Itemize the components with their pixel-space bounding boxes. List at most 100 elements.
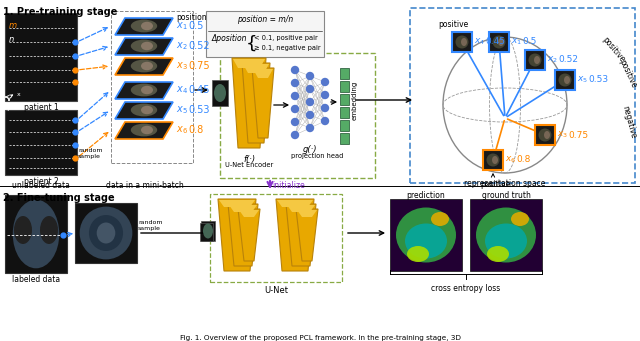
Polygon shape	[115, 102, 173, 119]
Polygon shape	[115, 38, 173, 55]
Ellipse shape	[131, 60, 157, 72]
Ellipse shape	[538, 129, 552, 142]
Text: n: n	[9, 35, 14, 44]
Ellipse shape	[203, 223, 213, 238]
Circle shape	[291, 92, 298, 100]
Polygon shape	[219, 200, 255, 207]
Circle shape	[291, 79, 298, 87]
Text: negative: negative	[620, 105, 637, 140]
Text: random
sample: random sample	[78, 148, 102, 159]
Text: $x_{4}$: $x_{4}$	[474, 37, 485, 47]
Ellipse shape	[492, 156, 498, 164]
Bar	[452, 32, 472, 52]
Polygon shape	[115, 58, 173, 75]
Polygon shape	[276, 199, 314, 271]
Bar	[5, 195, 67, 273]
Text: 2. Fine-tuning stage: 2. Fine-tuning stage	[3, 193, 115, 203]
Text: m: m	[9, 21, 17, 30]
Ellipse shape	[534, 56, 540, 64]
Bar	[75, 203, 137, 263]
Circle shape	[321, 78, 328, 86]
Text: 0.52: 0.52	[558, 56, 578, 64]
Ellipse shape	[141, 106, 153, 114]
Text: $x_{3}$: $x_{3}$	[557, 130, 568, 140]
Text: random
sample: random sample	[138, 220, 163, 231]
Ellipse shape	[214, 84, 226, 102]
Ellipse shape	[486, 153, 499, 166]
Polygon shape	[277, 200, 313, 207]
Polygon shape	[115, 122, 173, 139]
Bar	[212, 80, 228, 106]
Text: x: x	[17, 92, 20, 97]
Text: positive: positive	[438, 20, 468, 29]
Text: prediction: prediction	[406, 191, 445, 200]
Bar	[210, 194, 342, 282]
Text: U-Net Encoder: U-Net Encoder	[225, 162, 273, 168]
Circle shape	[307, 73, 314, 79]
Ellipse shape	[141, 22, 153, 30]
Polygon shape	[233, 59, 265, 68]
Text: cross entropy loss: cross entropy loss	[431, 284, 500, 293]
Text: projection head: projection head	[291, 153, 343, 159]
Circle shape	[291, 119, 298, 125]
Circle shape	[291, 132, 298, 138]
Ellipse shape	[564, 76, 570, 84]
Text: 0.75: 0.75	[568, 131, 588, 139]
Text: representation space: representation space	[464, 179, 546, 188]
Ellipse shape	[498, 38, 504, 46]
Ellipse shape	[405, 223, 447, 258]
Text: Δposition: Δposition	[211, 34, 246, 43]
Ellipse shape	[97, 222, 115, 243]
Bar	[470, 199, 542, 271]
Bar	[5, 110, 77, 175]
Text: $x_{6}$: $x_{6}$	[176, 124, 188, 136]
Text: $x_{4}$: $x_{4}$	[176, 84, 188, 96]
Text: $x_{2}$: $x_{2}$	[176, 40, 188, 52]
Bar	[390, 199, 462, 271]
Ellipse shape	[40, 216, 58, 244]
Ellipse shape	[131, 40, 157, 53]
Ellipse shape	[461, 38, 467, 46]
Polygon shape	[286, 204, 316, 266]
Bar	[535, 125, 555, 145]
Text: ≥ 0.1, negative pair: ≥ 0.1, negative pair	[254, 45, 321, 51]
Bar	[340, 81, 349, 92]
Bar	[340, 120, 349, 131]
Circle shape	[291, 105, 298, 113]
Bar	[410, 8, 635, 183]
Text: y: y	[7, 106, 11, 111]
Circle shape	[321, 118, 328, 124]
Ellipse shape	[493, 35, 506, 48]
Ellipse shape	[396, 208, 456, 263]
Text: < 0.1, positive pair: < 0.1, positive pair	[254, 35, 317, 41]
Text: $x_{1}$: $x_{1}$	[176, 20, 188, 32]
Bar	[340, 133, 349, 144]
Polygon shape	[238, 209, 260, 261]
Ellipse shape	[131, 104, 157, 116]
Text: $x_{6}$: $x_{6}$	[505, 155, 516, 165]
Ellipse shape	[131, 84, 157, 97]
Ellipse shape	[13, 200, 60, 268]
Bar	[555, 70, 575, 90]
Text: positive: positive	[617, 58, 638, 89]
Ellipse shape	[431, 212, 449, 226]
Text: 0.8: 0.8	[188, 125, 204, 135]
Text: 0.53: 0.53	[188, 105, 209, 115]
Polygon shape	[296, 209, 318, 261]
Circle shape	[321, 104, 328, 112]
Text: 0.5: 0.5	[188, 21, 204, 31]
Polygon shape	[243, 64, 269, 73]
Ellipse shape	[559, 74, 572, 87]
Ellipse shape	[141, 62, 153, 70]
Polygon shape	[115, 18, 173, 35]
Ellipse shape	[79, 207, 132, 260]
Polygon shape	[242, 63, 270, 143]
Text: 0.52: 0.52	[188, 41, 210, 51]
Text: positive: positive	[600, 35, 627, 64]
Ellipse shape	[544, 131, 550, 139]
Polygon shape	[252, 68, 274, 138]
Polygon shape	[218, 199, 256, 271]
Text: patient 2: patient 2	[24, 177, 58, 186]
Text: $x_{3}$: $x_{3}$	[176, 60, 188, 72]
Text: f(·): f(·)	[243, 155, 255, 164]
